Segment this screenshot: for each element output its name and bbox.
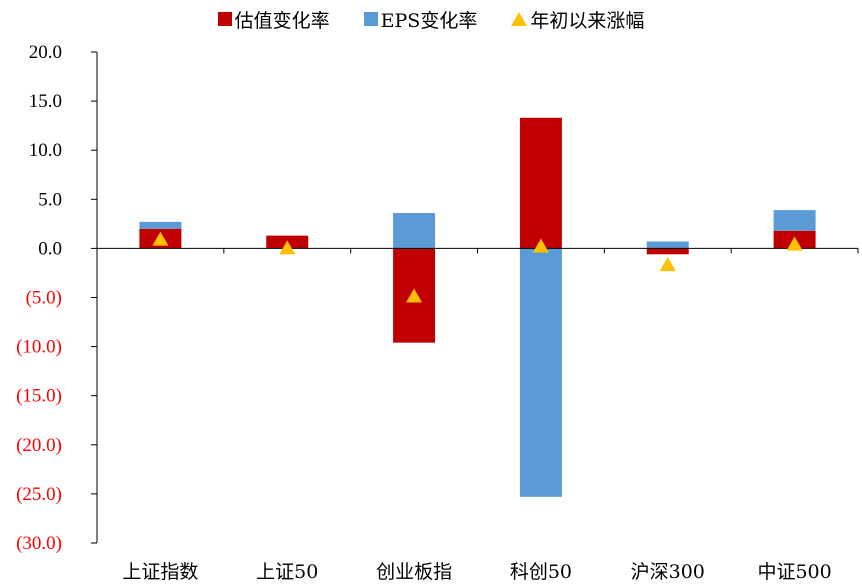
y-tick-label: 10.0: [29, 140, 62, 161]
y-tick-label: (15.0): [16, 386, 62, 407]
x-category-label: 沪深300: [631, 561, 705, 583]
marker-ytd-return: [659, 257, 676, 272]
y-tick-label: 15.0: [29, 91, 62, 112]
bar-eps: [519, 248, 562, 497]
y-tick-label: (5.0): [26, 288, 62, 309]
x-category-label: 科创50: [510, 561, 572, 583]
legend: 估值变化率 EPS变化率 年初以来涨幅: [0, 4, 862, 34]
y-tick-label: (25.0): [16, 484, 62, 505]
bar-valuation: [519, 117, 562, 249]
marker-ytd-return: [406, 288, 423, 303]
legend-item-eps: EPS变化率: [363, 6, 478, 33]
legend-swatch-ytd-return: [511, 12, 528, 26]
bar-eps: [393, 213, 436, 249]
bar-eps: [646, 241, 689, 249]
legend-item-valuation: 估值变化率: [217, 6, 330, 33]
legend-label-valuation: 估值变化率: [234, 9, 330, 32]
marker-ytd-return: [152, 231, 169, 246]
bar-eps: [139, 221, 182, 229]
legend-label-ytd-return: 年初以来涨幅: [530, 9, 645, 32]
bar-eps: [773, 210, 816, 231]
legend-swatch-eps: [363, 12, 378, 26]
y-tick-label: 0.0: [38, 238, 62, 259]
x-category-label: 创业板指: [376, 561, 452, 583]
legend-swatch-valuation: [217, 12, 232, 26]
marker-ytd-return: [532, 238, 549, 253]
legend-label-eps: EPS变化率: [380, 9, 478, 32]
y-tick-label: (10.0): [16, 337, 62, 358]
x-category-label: 中证500: [757, 561, 831, 583]
bar-valuation: [646, 248, 689, 255]
y-tick-label: (20.0): [16, 435, 62, 456]
marker-ytd-return: [279, 240, 296, 255]
legend-item-ytd-return: 年初以来涨幅: [511, 6, 644, 33]
marker-ytd-return: [786, 236, 803, 251]
x-category-label: 上证50: [256, 561, 318, 583]
x-category-label: 上证指数: [122, 561, 198, 583]
y-tick-label: 5.0: [38, 189, 62, 210]
y-tick-label: 20.0: [29, 42, 62, 63]
y-tick-label: (30.0): [16, 533, 62, 554]
